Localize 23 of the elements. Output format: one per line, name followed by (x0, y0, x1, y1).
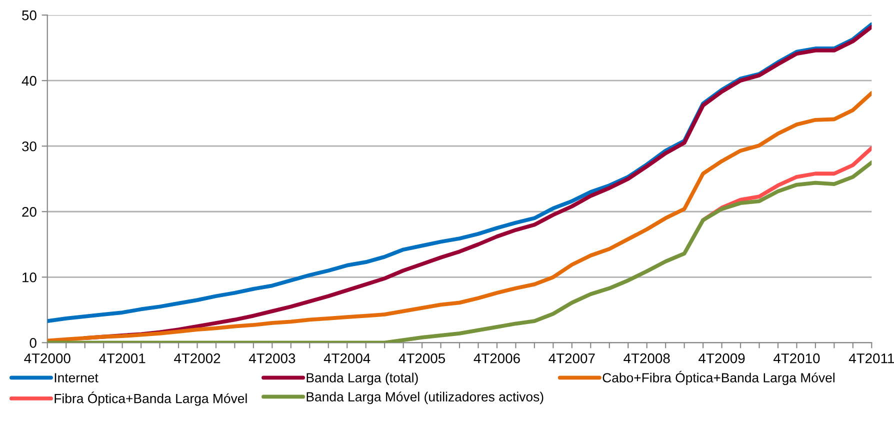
x-tick-label: 4T2007 (548, 353, 595, 364)
legend-label: Internet (54, 373, 98, 382)
x-tick-label: 4T2009 (698, 353, 745, 364)
x-tick-label: 4T2008 (624, 353, 670, 364)
y-tick-label: 40 (22, 76, 36, 86)
y-tick-label: 10 (22, 272, 36, 282)
legend-label: Cabo+Fibra Óptica+Banda Larga Móvel (602, 370, 834, 386)
x-tick-label: 4T2000 (24, 353, 70, 364)
x-tick-label: 4T2001 (99, 353, 146, 364)
x-tick-label: 4T2010 (773, 353, 820, 364)
x-tick-label: 4T2006 (474, 353, 520, 364)
x-tick-label: 4T2004 (324, 353, 370, 364)
x-tick-label: 4T2002 (174, 353, 220, 364)
x-tick-label: 4T2005 (398, 353, 446, 364)
y-tick-label: 30 (22, 141, 36, 152)
x-tick-label: 4T2011 (848, 353, 894, 364)
legend-label: Banda Larga (total) (306, 372, 418, 386)
legend-label: Fibra Óptica+Banda Larga Móvel (54, 392, 247, 406)
y-tick-label: 0 (30, 338, 36, 348)
y-tick-label: 50 (22, 10, 36, 20)
y-tick-label: 20 (22, 206, 36, 217)
legend-label: Banda Larga Móvel (utilizadores activos) (306, 392, 544, 404)
x-tick-label: 4T2003 (248, 353, 296, 364)
